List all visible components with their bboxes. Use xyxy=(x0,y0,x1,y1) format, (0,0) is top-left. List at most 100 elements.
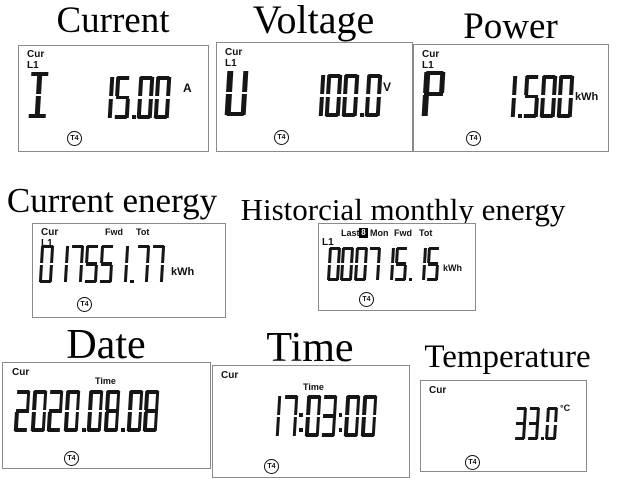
seg-char xyxy=(527,407,540,440)
decimal-point xyxy=(359,113,364,117)
date-value-display xyxy=(13,390,160,432)
seg-char xyxy=(27,72,51,118)
panel-title-time: Time xyxy=(266,325,354,371)
seg-char xyxy=(135,245,151,283)
direction-label: Fwd xyxy=(105,227,123,237)
decimal-point xyxy=(121,428,126,432)
colon-separator xyxy=(338,395,344,437)
quantity-symbol-display xyxy=(224,70,249,116)
tariff-t4-badge: T4 xyxy=(77,297,92,312)
seg-char xyxy=(224,70,249,116)
seg-char xyxy=(69,245,85,283)
energy-value-display xyxy=(326,247,440,281)
seg-char xyxy=(150,245,166,283)
seg-char xyxy=(47,390,64,432)
phase-label: L1 xyxy=(225,58,237,69)
decimal-point xyxy=(81,428,86,432)
mode-label: Cur xyxy=(41,227,59,238)
temperature-value-display xyxy=(514,407,559,440)
seg-char xyxy=(30,390,48,432)
tariff-t4-badge: T4 xyxy=(359,292,374,307)
phase-label: L1 xyxy=(27,60,39,71)
seg-char xyxy=(54,245,70,283)
direction-label: Fwd xyxy=(394,228,412,238)
seg-char xyxy=(114,245,130,283)
month-label: Mon xyxy=(370,228,389,238)
panel-title-temperature: Temperature xyxy=(424,339,591,375)
seg-char xyxy=(426,247,440,281)
seg-char xyxy=(307,74,325,117)
unit-label: kWh xyxy=(443,263,462,273)
screen-label: Time xyxy=(303,382,324,392)
seg-char xyxy=(343,395,361,437)
seg-char xyxy=(136,76,155,119)
lcd-screen-current: Cur L1 A T4 xyxy=(18,45,209,152)
unit-label: °C xyxy=(560,403,571,413)
panel-title-power: Power xyxy=(463,6,558,47)
lcd-screen-historical-monthly-energy: L1 Last 8 Mon Fwd Tot kWh T4 xyxy=(318,223,476,311)
mode-label: Cur xyxy=(221,370,239,381)
panel-title-historical-monthly-energy: Historcial monthly energy xyxy=(240,192,566,227)
tariff-t4-badge: T4 xyxy=(64,451,79,466)
mode-label: Cur xyxy=(422,49,440,60)
seg-char xyxy=(523,75,540,118)
seg-char xyxy=(364,74,383,117)
seg-char xyxy=(381,247,395,281)
seg-char xyxy=(353,247,368,281)
seg-char xyxy=(341,74,359,117)
seg-char xyxy=(143,390,160,432)
seg-char xyxy=(514,407,527,440)
tariff-t4-badge: T4 xyxy=(264,459,279,474)
unit-label: kWh xyxy=(171,266,195,278)
seg-char xyxy=(421,71,446,117)
decimal-point xyxy=(517,114,522,118)
seg-char xyxy=(544,407,559,440)
unit-label: A xyxy=(183,81,192,95)
phase-label: L1 xyxy=(41,238,53,249)
tariff-t4-badge: T4 xyxy=(466,131,481,146)
seg-char xyxy=(499,75,517,118)
seg-char xyxy=(265,395,282,437)
tariff-t4-badge: T4 xyxy=(67,131,82,146)
decimal-point xyxy=(408,277,412,281)
seg-char xyxy=(324,74,342,117)
seg-char xyxy=(394,247,408,281)
total-label: Tot xyxy=(419,228,433,238)
panel-title-current: Current xyxy=(56,0,170,41)
seg-char xyxy=(153,76,172,119)
seg-char xyxy=(63,390,81,432)
panel-title-voltage: Voltage xyxy=(252,0,375,42)
panel-title-date: Date xyxy=(66,322,146,368)
seg-char xyxy=(321,395,338,437)
decimal-point xyxy=(131,115,136,119)
seg-char xyxy=(367,247,381,281)
lcd-screen-date: Cur Time T4 xyxy=(2,362,211,469)
seg-char xyxy=(326,247,341,281)
seg-char xyxy=(556,75,575,118)
seg-char xyxy=(281,395,299,437)
seg-char xyxy=(413,247,427,281)
seg-char xyxy=(539,75,558,118)
mode-label: Cur xyxy=(27,49,45,60)
quantity-symbol-display xyxy=(27,72,51,118)
colon-separator xyxy=(298,395,304,437)
time-value-display xyxy=(265,395,378,437)
phase-label: L1 xyxy=(422,60,434,71)
lcd-screen-power: Cur L1 kWh T4 xyxy=(413,44,609,152)
mode-label: Cur xyxy=(225,47,243,58)
seg-char xyxy=(103,390,121,432)
seg-char xyxy=(86,390,104,432)
month-index-badge: 8 xyxy=(359,228,368,238)
phase-label: L1 xyxy=(322,237,334,248)
total-label: Tot xyxy=(136,227,150,237)
lcd-screen-time: Cur Time T4 xyxy=(212,365,410,478)
tariff-t4-badge: T4 xyxy=(465,455,480,470)
lcd-screen-voltage: Cur L1 V T4 xyxy=(216,42,413,152)
seg-char xyxy=(96,76,114,119)
quantity-symbol-display xyxy=(421,71,446,117)
power-value-display xyxy=(499,75,575,118)
mode-label: Cur xyxy=(429,385,447,396)
screen-label: Time xyxy=(95,376,116,386)
unit-label: kWh xyxy=(575,91,599,103)
